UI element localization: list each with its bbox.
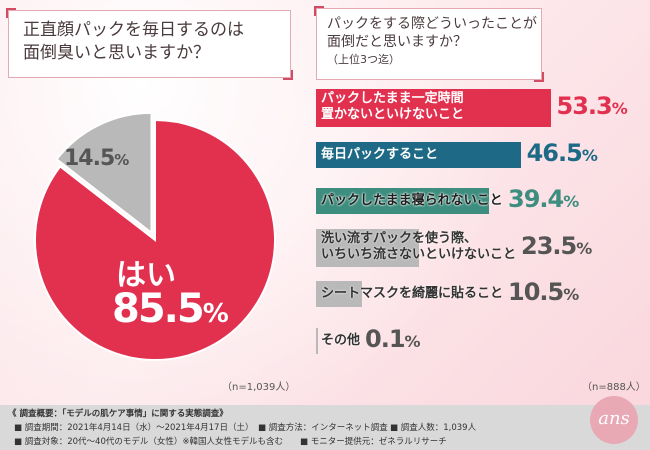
- bar-value-3: 39.4%: [508, 185, 579, 213]
- footer-target: ■ 調査対象：20代〜40代のモデル（女性）※韓国人女性モデルも含む: [14, 437, 283, 447]
- right-question-note: （上位3つ迄）: [327, 53, 400, 66]
- right-question-line1: パックをする際どういったことが: [327, 16, 537, 32]
- footer-count: ■ 調査人数：1,039人: [390, 423, 477, 433]
- pie-slice-yes-value: 85.5%: [112, 286, 229, 332]
- bar-label-3: パックしたまま寝られないこと: [321, 193, 503, 208]
- footer-method: ■ 調査方法：インターネット調査: [258, 423, 388, 433]
- pie-slice-no-value: 14.5%: [64, 146, 129, 171]
- bar-5: [316, 281, 363, 307]
- bar-value-2: 46.5%: [526, 138, 598, 167]
- bar-value-4: 23.5%: [521, 231, 592, 260]
- pie-yes-value-text: 85.5: [112, 286, 205, 332]
- left-question-line2: 面倒臭いと思いますか？: [23, 43, 210, 63]
- footer-provider: ■ モニター提供元：ゼネラルリサーチ: [300, 437, 447, 447]
- pie-slice-no: [55, 111, 153, 235]
- bar-1: [316, 89, 551, 127]
- footer-title: 《 調査概要：「モデルの肌ケア事情」に関する実態調査》: [8, 409, 228, 419]
- bar-label-6: その他: [321, 332, 361, 348]
- right-question-line2: 面倒だと思いますか？: [327, 34, 467, 50]
- right-sample-size: （n=888人）: [582, 382, 646, 393]
- footer-period: ■ 調査期間：2021年4月14日（水）〜2021年4月17日（土）: [14, 423, 254, 433]
- bar-value-5: 10.5%: [508, 278, 579, 306]
- pie-slice-yes: [34, 118, 276, 361]
- bar-6: [316, 327, 318, 354]
- bar-value-1: 53.3%: [556, 92, 628, 120]
- bar-2: [316, 141, 521, 168]
- pie-no-value-text: 14.5: [64, 146, 115, 171]
- left-question-box: 正直顔パックを毎日するのは 面倒臭いと思いますか？: [6, 8, 293, 80]
- bar-value-6: 0.1%: [365, 324, 421, 353]
- bar-3: [316, 188, 490, 214]
- left-question-line1: 正直顔パックを毎日するのは: [23, 20, 244, 40]
- bar-4: [316, 228, 420, 267]
- brand-logo: ans: [590, 396, 638, 444]
- left-sample-size: （n=1,039人）: [222, 382, 296, 393]
- bar-label-4: 洗い流すパックを使う際、 いちいち流さないといけないこと: [321, 230, 517, 262]
- bar-label-5: シートマスクを綺麗に貼ること: [321, 286, 504, 301]
- right-question-box: パックをする際どういったことが 面倒だと思いますか？ （上位3つ迄）: [314, 6, 544, 82]
- survey-footer: 《 調査概要：「モデルの肌ケア事情」に関する実態調査》 ■ 調査期間：2021年…: [0, 405, 650, 450]
- bar-label-2: 毎日パックすること: [321, 146, 439, 162]
- bar-label-1: パックしたまま一定時間 置かないといけないこと: [321, 91, 465, 122]
- pie-slice-yes-label: はい: [116, 258, 176, 293]
